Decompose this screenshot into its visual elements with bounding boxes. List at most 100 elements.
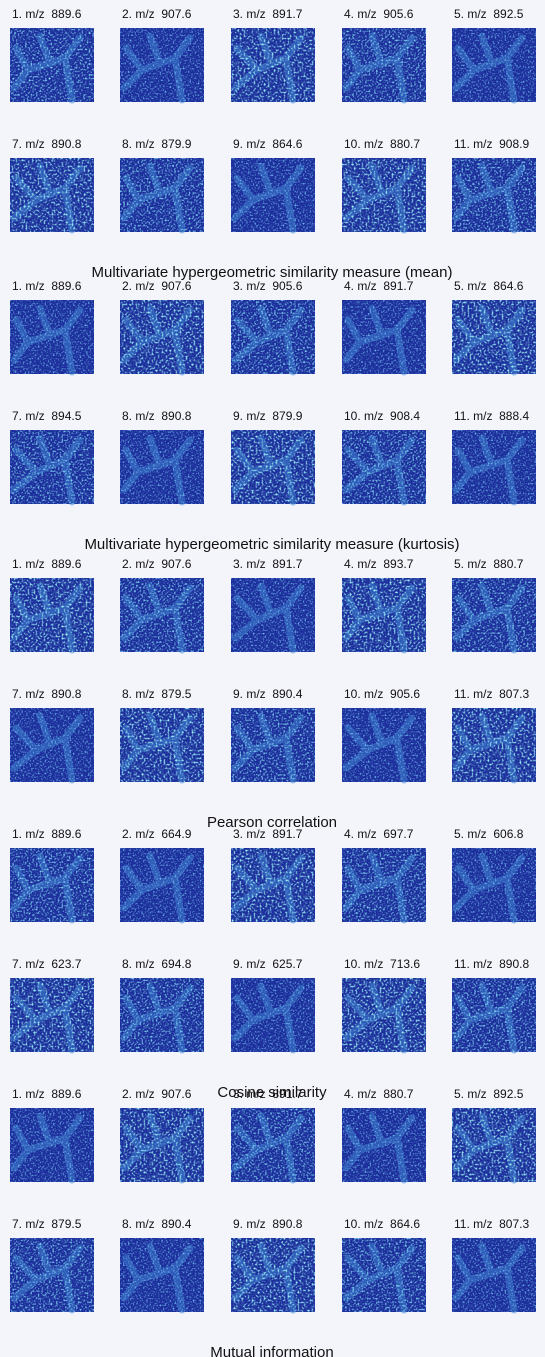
panel-label: 1. m/z 889.6 xyxy=(12,279,82,293)
image-panel xyxy=(452,430,536,504)
image-speckle xyxy=(342,978,426,1052)
image-speckle xyxy=(342,578,426,652)
panel-label: 7. m/z 890.8 xyxy=(12,687,82,701)
panel-label: 8. m/z 879.5 xyxy=(122,687,192,701)
image-panel xyxy=(452,708,536,782)
panel-label: 3. m/z 891.7 xyxy=(233,557,303,571)
image-speckle xyxy=(342,1238,426,1312)
image-panel xyxy=(342,300,426,374)
panel-label: 5. m/z 892.5 xyxy=(454,1087,524,1101)
panel-label: 1. m/z 889.6 xyxy=(12,7,82,21)
image-speckle xyxy=(10,300,94,374)
image-speckle xyxy=(231,578,315,652)
image-panel xyxy=(10,28,94,102)
image-panel xyxy=(452,848,536,922)
image-panel xyxy=(120,978,204,1052)
image-speckle xyxy=(342,158,426,232)
panel-label: 10. m/z 905.6 xyxy=(344,687,420,701)
panel-label: 8. m/z 890.8 xyxy=(122,409,192,423)
image-panel xyxy=(452,578,536,652)
image-panel xyxy=(10,430,94,504)
image-panel xyxy=(231,848,315,922)
panel-label: 10. m/z 880.7 xyxy=(344,137,420,151)
image-speckle xyxy=(342,1108,426,1182)
image-panel xyxy=(342,978,426,1052)
image-panel xyxy=(120,430,204,504)
panel-label: 2. m/z 907.6 xyxy=(122,1087,192,1101)
panel-label: 9. m/z 879.9 xyxy=(233,409,303,423)
image-speckle xyxy=(231,1238,315,1312)
image-speckle xyxy=(120,1238,204,1312)
image-speckle xyxy=(120,708,204,782)
image-speckle xyxy=(231,28,315,102)
image-speckle xyxy=(342,300,426,374)
image-panel xyxy=(120,848,204,922)
image-speckle xyxy=(10,978,94,1052)
image-speckle xyxy=(231,978,315,1052)
image-speckle xyxy=(231,430,315,504)
panel-label: 11. m/z 807.3 xyxy=(454,687,529,701)
panel-label: 1. m/z 889.6 xyxy=(12,1087,82,1101)
image-speckle xyxy=(452,158,536,232)
image-panel xyxy=(10,1238,94,1312)
panel-label: 1. m/z 889.6 xyxy=(12,827,82,841)
image-speckle xyxy=(120,578,204,652)
image-speckle xyxy=(120,848,204,922)
image-panel xyxy=(120,708,204,782)
panel-label: 7. m/z 890.8 xyxy=(12,137,82,151)
image-speckle xyxy=(120,28,204,102)
image-speckle xyxy=(10,28,94,102)
image-panel xyxy=(120,28,204,102)
image-panel xyxy=(231,28,315,102)
image-panel xyxy=(120,300,204,374)
image-panel xyxy=(342,28,426,102)
panel-label: 3. m/z 905.6 xyxy=(233,279,303,293)
panel-label: 3. m/z 891.7 xyxy=(233,827,303,841)
image-speckle xyxy=(452,28,536,102)
image-speckle xyxy=(120,1108,204,1182)
image-panel xyxy=(10,848,94,922)
image-panel xyxy=(231,430,315,504)
panel-label: 4. m/z 905.6 xyxy=(344,7,414,21)
image-speckle xyxy=(342,430,426,504)
image-speckle xyxy=(120,978,204,1052)
image-panel xyxy=(120,1108,204,1182)
panel-label: 3. m/z 891.7 xyxy=(233,1087,303,1101)
panel-label: 9. m/z 625.7 xyxy=(233,957,303,971)
image-speckle xyxy=(452,300,536,374)
image-panel xyxy=(120,158,204,232)
image-panel xyxy=(10,708,94,782)
panel-label: 5. m/z 606.8 xyxy=(454,827,524,841)
image-speckle xyxy=(10,708,94,782)
image-panel xyxy=(120,1238,204,1312)
panel-label: 7. m/z 623.7 xyxy=(12,957,82,971)
image-panel xyxy=(231,978,315,1052)
image-speckle xyxy=(342,28,426,102)
panel-label: 11. m/z 807.3 xyxy=(454,1217,529,1231)
panel-label: 5. m/z 864.6 xyxy=(454,279,524,293)
panel-label: 3. m/z 891.7 xyxy=(233,7,303,21)
image-speckle xyxy=(342,708,426,782)
image-panel xyxy=(452,1238,536,1312)
image-panel xyxy=(452,1108,536,1182)
group-caption: Mutual information xyxy=(210,1344,333,1357)
image-speckle xyxy=(452,708,536,782)
image-speckle xyxy=(10,430,94,504)
image-panel xyxy=(10,1108,94,1182)
image-panel xyxy=(10,300,94,374)
group-caption: Multivariate hypergeometric similarity m… xyxy=(84,536,459,553)
image-panel xyxy=(10,158,94,232)
image-panel xyxy=(452,28,536,102)
image-panel xyxy=(231,578,315,652)
figure: 1. m/z 889.6 2. m/z 907.6 3. m/z 891.7 4. m… xyxy=(0,0,545,1357)
panel-label: 9. m/z 890.4 xyxy=(233,687,303,701)
panel-label: 4. m/z 697.7 xyxy=(344,827,414,841)
image-speckle xyxy=(120,430,204,504)
image-speckle xyxy=(452,978,536,1052)
image-speckle xyxy=(342,848,426,922)
panel-label: 2. m/z 907.6 xyxy=(122,7,192,21)
image-panel xyxy=(452,300,536,374)
panel-label: 11. m/z 908.9 xyxy=(454,137,529,151)
image-panel xyxy=(452,158,536,232)
image-panel xyxy=(342,1108,426,1182)
